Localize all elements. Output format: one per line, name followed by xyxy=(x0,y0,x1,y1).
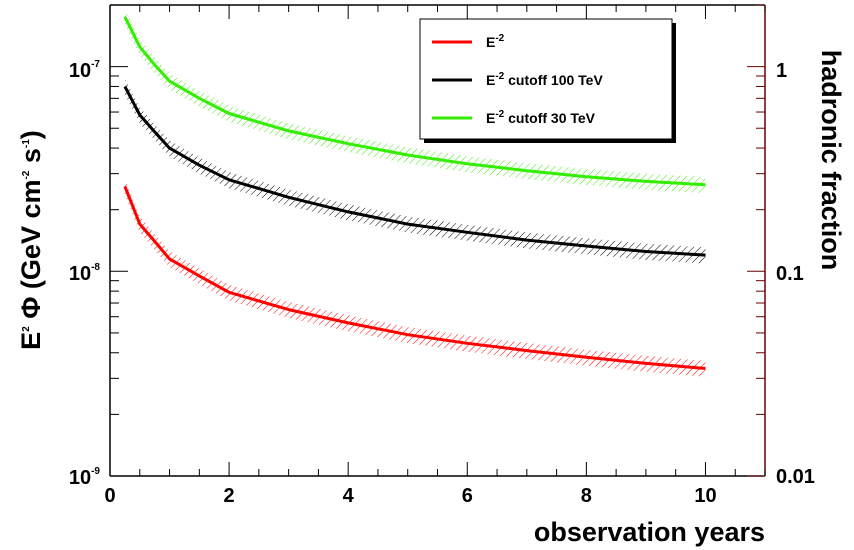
x-tick-label: 6 xyxy=(462,485,473,507)
series-green-line xyxy=(123,16,706,187)
x-tick-labels: 0 2 4 6 8 10 xyxy=(104,485,716,507)
series-lines xyxy=(123,16,706,370)
x-tick-label: 4 xyxy=(343,485,355,507)
y-axis-ticks xyxy=(110,4,128,477)
x-tick-label: 0 xyxy=(104,485,115,507)
x-tick-label: 2 xyxy=(224,485,235,507)
right-tick-label: 0.01 xyxy=(776,466,815,488)
y-tick-label: 10-9 xyxy=(69,466,101,489)
x-tick-label: 10 xyxy=(694,485,716,507)
x-axis-title: observation years xyxy=(534,517,765,547)
y-axis-title: E2 Φ (GeV cm-2 s-1) xyxy=(16,130,46,350)
right-axis-title: hadronic fraction xyxy=(816,50,846,271)
y-tick-label: 10-7 xyxy=(69,59,101,82)
series-red-line xyxy=(123,185,706,370)
legend: E-2 E-2 cutoff 100 TeV E-2 cutoff 30 TeV xyxy=(419,18,676,143)
right-axis-ticks xyxy=(747,4,765,477)
right-tick-label: 1 xyxy=(776,60,787,82)
series-black-line xyxy=(123,85,706,257)
legend-label: E-2 cutoff 30 TeV xyxy=(486,109,596,126)
y-tick-labels: 10-9 10-8 10-7 xyxy=(69,59,101,489)
legend-label: E-2 cutoff 100 TeV xyxy=(486,71,603,88)
legend-label: E-2 xyxy=(486,33,505,50)
right-tick-labels: 0.01 0.1 1 xyxy=(776,60,815,488)
right-tick-label: 0.1 xyxy=(776,263,804,285)
x-axis-ticks xyxy=(109,5,766,476)
x-tick-label: 8 xyxy=(581,485,592,507)
y-tick-label: 10-8 xyxy=(69,262,101,285)
